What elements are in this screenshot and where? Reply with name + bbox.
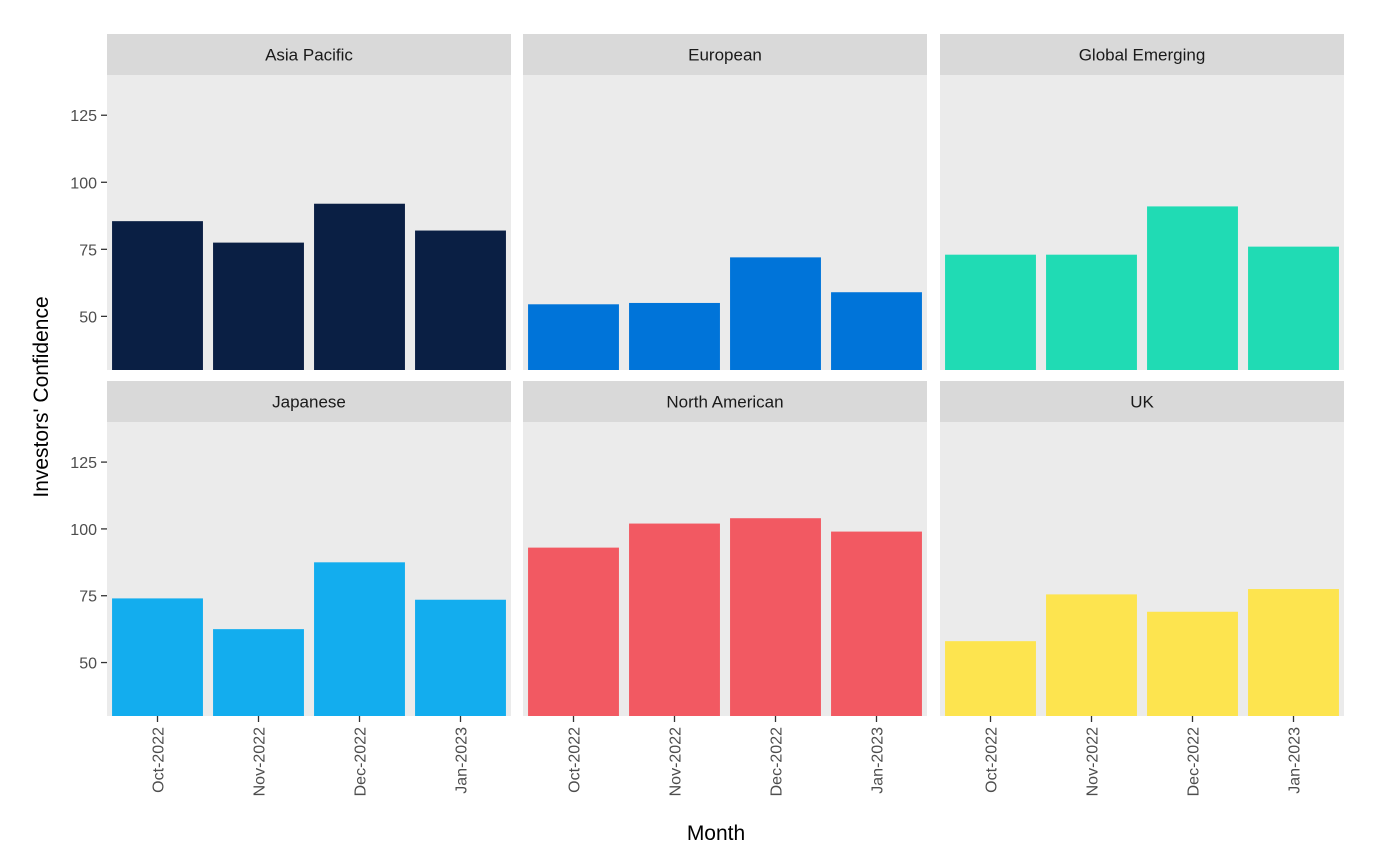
strip-label: European [688, 46, 762, 65]
y-axes: 50 75 100 125 50 75 100 125 [70, 108, 107, 673]
strip-asia-pacific [107, 34, 511, 75]
bar-japanese-nov-2022 [213, 629, 304, 716]
y-tick-label: 100 [70, 175, 97, 192]
y-tick-label: 125 [70, 455, 97, 472]
x-tick-label: Dec-2022 [353, 727, 370, 796]
panel-japanese: Japanese [107, 381, 511, 716]
y-axis-title: Investors' Confidence [30, 296, 53, 497]
bar-north-american-dec-2022 [730, 518, 821, 716]
x-tick-label: Dec-2022 [1186, 727, 1203, 796]
bar-japanese-oct-2022 [112, 598, 203, 716]
bar-global-emerging-oct-2022 [945, 254, 1036, 370]
bar-asia-pacific-oct-2022 [112, 221, 203, 370]
strip-north-american [523, 381, 927, 422]
y-tick-label: 100 [70, 522, 97, 539]
x-axis-title: Month [687, 822, 745, 845]
strip-label: Asia Pacific [265, 46, 353, 65]
x-tick-label: Oct-2022 [984, 727, 1001, 793]
panel-european: European [523, 34, 927, 370]
x-tick-label: Nov-2022 [252, 727, 269, 796]
x-tick-label: Nov-2022 [1085, 727, 1102, 796]
bar-global-emerging-jan-2023 [1248, 246, 1339, 370]
y-tick-label: 125 [70, 108, 97, 125]
x-tick-label: Jan-2023 [454, 727, 471, 794]
bar-european-oct-2022 [528, 304, 619, 370]
strip-japanese [107, 381, 511, 422]
strip-european [523, 34, 927, 75]
x-tick-label: Jan-2023 [1287, 727, 1304, 794]
y-tick-label: 75 [79, 589, 97, 606]
strip-label: North American [666, 393, 783, 412]
panel-asia-pacific: Asia Pacific [107, 34, 511, 370]
x-axes: Oct-2022 Nov-2022 Dec-2022 Jan-2023 Oct-2022… [151, 716, 1304, 796]
strip-label: Japanese [272, 393, 346, 412]
bar-uk-oct-2022 [945, 641, 1036, 716]
panel-global-emerging: Global Emerging [940, 34, 1344, 370]
strip-label: UK [1130, 393, 1154, 412]
strip-uk [940, 381, 1344, 422]
y-tick-label: 50 [79, 309, 97, 326]
bar-european-jan-2023 [831, 292, 922, 370]
bar-japanese-jan-2023 [415, 599, 506, 716]
x-tick-label: Nov-2022 [668, 727, 685, 796]
bar-japanese-dec-2022 [314, 562, 405, 716]
y-tick-label: 75 [79, 242, 97, 259]
x-tick-label: Jan-2023 [870, 727, 887, 794]
bar-asia-pacific-jan-2023 [415, 230, 506, 370]
bar-european-dec-2022 [730, 257, 821, 370]
x-tick-label: Oct-2022 [151, 727, 168, 793]
bar-european-nov-2022 [629, 302, 720, 370]
x-tick-label: Dec-2022 [769, 727, 786, 796]
bar-asia-pacific-dec-2022 [314, 203, 405, 370]
y-tick-label: 50 [79, 656, 97, 673]
panel-uk: UK [940, 381, 1344, 716]
panels: Asia Pacific European Global Emerging Japan… [107, 34, 1344, 716]
bar-uk-nov-2022 [1046, 594, 1137, 716]
panel-north-american: North American [523, 381, 927, 716]
strip-global-emerging [940, 34, 1344, 75]
bar-global-emerging-nov-2022 [1046, 254, 1137, 370]
strip-label: Global Emerging [1079, 46, 1206, 65]
bar-asia-pacific-nov-2022 [213, 242, 304, 370]
bar-north-american-oct-2022 [528, 547, 619, 716]
bar-north-american-jan-2023 [831, 531, 922, 716]
x-tick-label: Oct-2022 [567, 727, 584, 793]
bar-global-emerging-dec-2022 [1147, 206, 1238, 370]
bar-uk-jan-2023 [1248, 589, 1339, 716]
bar-uk-dec-2022 [1147, 611, 1238, 716]
bar-north-american-nov-2022 [629, 523, 720, 716]
